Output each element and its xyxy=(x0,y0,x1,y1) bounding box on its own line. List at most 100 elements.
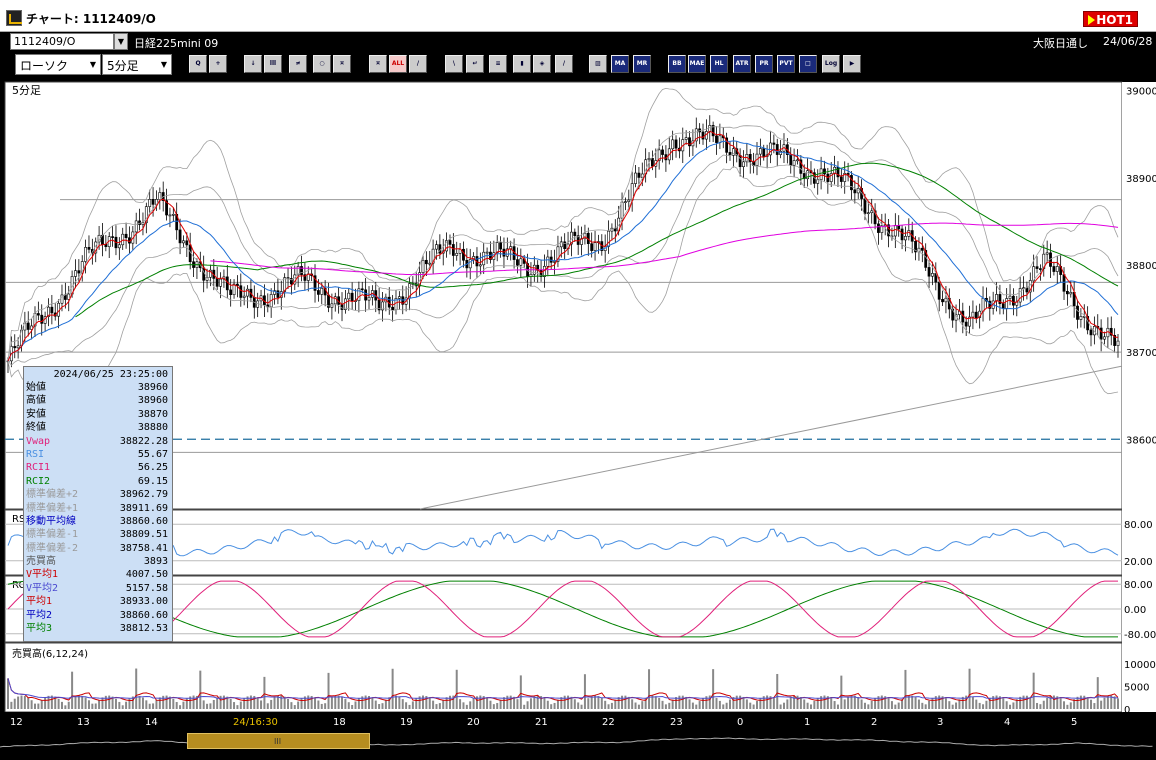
candle-body xyxy=(134,220,138,233)
candle-body xyxy=(148,199,152,207)
return-icon[interactable]: ↵ xyxy=(466,55,484,73)
bar-icon[interactable]: lll xyxy=(264,55,282,73)
candle-body xyxy=(758,148,762,155)
chart-type-value: ローソク xyxy=(20,59,69,73)
rsi-axis-label: 20.00 xyxy=(1124,557,1153,568)
candle-body xyxy=(80,261,84,274)
hot-badge[interactable]: HOT1 xyxy=(1083,11,1138,27)
candle-body xyxy=(880,225,884,233)
arrow-icon[interactable]: ↓ xyxy=(244,55,262,73)
export-icon[interactable]: ▶ xyxy=(843,55,861,73)
info-value: 38962.79 xyxy=(119,489,168,501)
time-scrollbar[interactable]: III xyxy=(0,730,1156,760)
info-value: 38960 xyxy=(137,395,168,407)
ma-icon[interactable]: MA xyxy=(611,55,629,73)
candle-body xyxy=(708,125,712,132)
candle-body xyxy=(651,157,654,167)
candle-body xyxy=(620,201,624,219)
candle-body xyxy=(981,297,985,312)
chart-area[interactable]: 39000389003880038700386005分足RS80.0020.00… xyxy=(0,78,1156,730)
candle-body xyxy=(762,148,766,157)
atr-icon[interactable]: ATR xyxy=(733,55,751,73)
log-icon[interactable]: Log xyxy=(822,55,840,73)
candle-body xyxy=(964,321,968,327)
all-icon[interactable]: ALL xyxy=(389,55,407,73)
candle-body xyxy=(455,253,459,256)
time-axis-label: 2 xyxy=(871,717,877,728)
candle-body xyxy=(151,199,155,205)
candle-body xyxy=(391,306,395,310)
candle-body xyxy=(47,306,50,317)
candle-body xyxy=(684,137,688,140)
candle-body xyxy=(232,283,236,295)
candle-body xyxy=(67,293,71,300)
candle-body xyxy=(583,232,587,240)
mr-icon[interactable]: MR xyxy=(633,55,651,73)
candle-body xyxy=(283,277,287,292)
chart-app-icon xyxy=(6,10,22,26)
candle-body xyxy=(634,172,637,184)
bb-icon[interactable]: BB xyxy=(668,55,686,73)
chart-type-select[interactable]: ローソク ▼ xyxy=(15,54,101,75)
brush-icon[interactable]: / xyxy=(555,55,573,73)
candle-body xyxy=(296,266,300,276)
symbol-dropdown-icon[interactable]: ▼ xyxy=(114,33,128,50)
candle-body xyxy=(178,229,182,244)
mae-icon[interactable]: MAE xyxy=(688,55,706,73)
candle-body xyxy=(974,311,978,318)
info-value: 38860.60 xyxy=(119,609,168,621)
line-icon[interactable]: \ xyxy=(445,55,463,73)
candle-body xyxy=(229,289,233,295)
candle-body xyxy=(124,233,128,238)
candle-body xyxy=(900,228,904,241)
trash-icon[interactable]: ▮ xyxy=(513,55,531,73)
zoom-icon[interactable]: Q xyxy=(189,55,207,73)
candle-body xyxy=(158,192,162,200)
window-icon[interactable]: □ xyxy=(799,55,817,73)
candle-body xyxy=(1069,292,1073,295)
hl-icon[interactable]: HL xyxy=(710,55,728,73)
time-axis-label: 4 xyxy=(1004,717,1010,728)
pen-icon[interactable]: / xyxy=(409,55,427,73)
candle-body xyxy=(829,173,833,182)
time-axis-label: 5 xyxy=(1071,717,1077,728)
candle-body xyxy=(340,304,344,310)
candle-body xyxy=(87,247,91,250)
time-axis-label: 20 xyxy=(467,717,480,728)
candle-body xyxy=(941,299,944,303)
candle-body xyxy=(590,243,594,251)
candle-body xyxy=(428,262,432,265)
rci-label: RC xyxy=(12,580,25,591)
candle-icon[interactable]: ≠ xyxy=(289,55,307,73)
timeframe-select[interactable]: 5分足 ▼ xyxy=(102,54,172,75)
candle-body xyxy=(573,231,577,236)
chart-a-icon[interactable]: ¤ xyxy=(333,55,351,73)
color-icon[interactable]: ▨ xyxy=(589,55,607,73)
pr-icon[interactable]: PR xyxy=(755,55,773,73)
info-row: 標準偏差-2 38758.41 xyxy=(24,542,172,555)
candle-body xyxy=(13,346,17,349)
note-icon[interactable]: ≡ xyxy=(489,55,507,73)
cursor-icon[interactable]: + xyxy=(209,55,227,73)
chart-b-icon[interactable]: ¤ xyxy=(369,55,387,73)
info-key: 平均3 xyxy=(26,623,53,635)
candle-body xyxy=(303,274,307,281)
rsi-axis-label: 80.00 xyxy=(1124,520,1153,531)
scrollbar-thumb[interactable]: III xyxy=(187,733,370,749)
candle-body xyxy=(971,311,975,318)
rsi-panel xyxy=(4,509,1123,576)
candle-body xyxy=(36,313,40,316)
toolbar: ローソク ▼ 5分足 ▼ Q + ↓ lll ≠ ○ ¤ ¤ ALL / \ ↵ ≡ ▮ ◈ / ▨ MA MR BB MA… xyxy=(0,51,1156,77)
info-row: 始値 38960 xyxy=(24,381,172,394)
disabled-icon[interactable]: ○ xyxy=(313,55,331,73)
settings-icon[interactable]: ◈ xyxy=(533,55,551,73)
candle-body xyxy=(171,213,175,216)
symbol-input[interactable]: 1112409/O xyxy=(10,33,114,50)
info-key: V平均2 xyxy=(26,582,59,594)
pvt-icon[interactable]: PVT xyxy=(777,55,795,73)
volume-axis-label: 0 xyxy=(1124,705,1130,716)
info-key: V平均1 xyxy=(26,569,59,581)
candle-body xyxy=(920,247,924,251)
candle-body xyxy=(215,278,219,287)
candle-body xyxy=(1045,252,1049,255)
